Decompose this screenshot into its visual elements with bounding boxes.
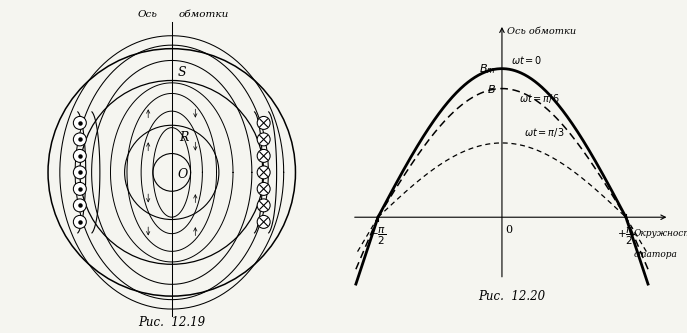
Circle shape bbox=[74, 166, 87, 179]
Circle shape bbox=[257, 150, 270, 163]
Text: O: O bbox=[178, 168, 188, 181]
Text: S: S bbox=[178, 66, 186, 79]
Circle shape bbox=[74, 150, 87, 163]
Text: Окружность: Окружность bbox=[634, 229, 687, 238]
Text: Ось обмотки: Ось обмотки bbox=[507, 27, 576, 36]
Text: Ось: Ось bbox=[137, 10, 157, 19]
Text: $\omega t=0$: $\omega t=0$ bbox=[511, 54, 543, 66]
Circle shape bbox=[257, 182, 270, 195]
Circle shape bbox=[257, 166, 270, 179]
Circle shape bbox=[257, 199, 270, 212]
Text: $+\dfrac{\pi}{2}$: $+\dfrac{\pi}{2}$ bbox=[617, 226, 635, 247]
Text: статора: статора bbox=[634, 250, 677, 259]
Circle shape bbox=[74, 117, 87, 130]
Text: Рис.  12.20: Рис. 12.20 bbox=[478, 290, 545, 303]
Circle shape bbox=[74, 199, 87, 212]
Circle shape bbox=[74, 215, 87, 228]
Circle shape bbox=[257, 117, 270, 130]
Text: $B_m$: $B_m$ bbox=[479, 62, 495, 76]
Circle shape bbox=[74, 133, 87, 146]
Text: Рис.  12.19: Рис. 12.19 bbox=[138, 316, 205, 329]
Text: 0: 0 bbox=[505, 225, 513, 235]
Text: $-\dfrac{\pi}{2}$: $-\dfrac{\pi}{2}$ bbox=[370, 226, 387, 247]
Circle shape bbox=[257, 215, 270, 228]
Text: обмотки: обмотки bbox=[179, 10, 229, 19]
Text: $B$: $B$ bbox=[486, 83, 495, 95]
Text: R: R bbox=[179, 131, 188, 144]
Circle shape bbox=[257, 133, 270, 146]
Text: $\omega t=\pi/3$: $\omega t=\pi/3$ bbox=[524, 126, 565, 139]
Text: $\omega t=\pi/6$: $\omega t=\pi/6$ bbox=[519, 92, 560, 105]
Circle shape bbox=[74, 182, 87, 195]
